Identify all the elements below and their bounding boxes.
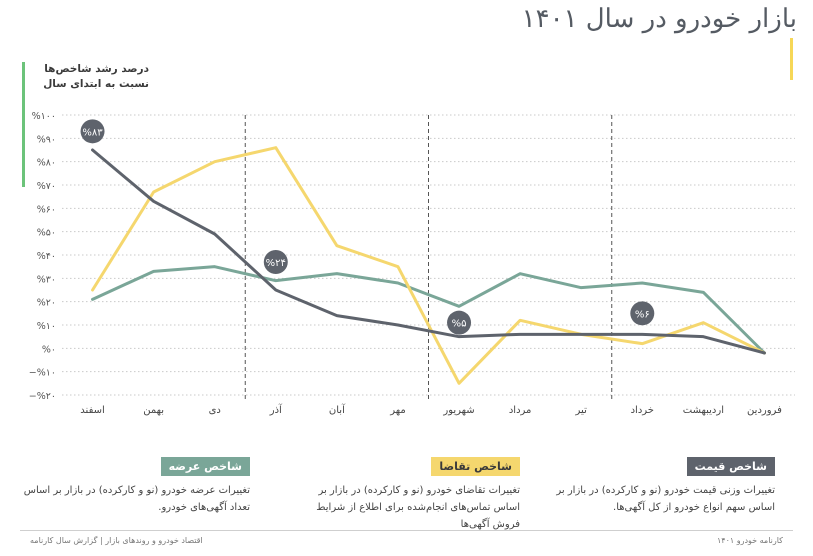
x-tick-label: آبان: [329, 403, 346, 416]
y-tick-label: %۷۰: [37, 181, 56, 192]
annotation-label: %۸۳: [82, 127, 103, 138]
supply-card: شاخص عرضه تغییرات عرضه خودرو (نو و کارکر…: [20, 455, 250, 516]
line-chart: −%۲۰ −%۱۰ %۰ %۱۰ %۲۰ %۳۰ %۴۰ %۵۰ %۶۰ %۷۰ %۸۰ %۹۰ %۱۰…: [29, 111, 795, 416]
annotation-label: %۲۴: [266, 258, 286, 269]
annotation-bubble: [263, 250, 288, 274]
title-accent-bar: [790, 38, 793, 80]
price-badge: شاخص قیمت: [686, 457, 775, 476]
x-tick-label: فروردین: [747, 405, 782, 416]
chart-title: بازار خودرو در سال ۱۴۰۱: [521, 4, 797, 34]
demand-badge: شاخص تقاضا: [431, 457, 520, 476]
y-tick-label: %۴۰: [37, 251, 56, 262]
footer-left-text: اقتصاد خودرو و روندهای بازار | گزارش سال…: [30, 536, 203, 545]
x-tick-label: اردیبهشت: [683, 405, 724, 416]
y-tick-label: −%۱۰: [29, 368, 56, 379]
demand-description: تغییرات تقاضای خودرو (نو و کارکرده) در ب…: [316, 485, 520, 530]
price-card: شاخص قیمت تغییرات وزنی قیمت خودرو (نو و …: [545, 455, 775, 516]
y-tick-label: %۶۰: [37, 204, 56, 215]
subtitle-line-1: درصد رشد شاخص‌ها: [44, 63, 149, 75]
y-tick-label: %۳۰: [37, 274, 56, 285]
annotation-label: %۵: [452, 319, 467, 330]
series-line: [91, 265, 766, 355]
y-tick-label: %۹۰: [37, 134, 56, 145]
x-tick-label: تیر: [575, 405, 588, 416]
x-tick-label: دی: [209, 405, 221, 416]
footer-divider: [20, 530, 793, 531]
supply-badge: شاخص عرضه: [160, 457, 250, 476]
x-tick-label: آذر: [269, 403, 283, 416]
annotation-label: %۶: [635, 309, 650, 320]
x-tick-label: شهریور: [442, 405, 474, 416]
annotation-bubble: [447, 310, 472, 335]
y-tick-label: %۵۰: [37, 228, 56, 239]
chart-subtitle: درصد رشد شاخص‌ها نسبت به ابتدای سال: [39, 62, 149, 92]
y-tick-label: %۱۰: [37, 321, 56, 332]
annotation-bubble: [630, 301, 655, 326]
y-tick-label: %۰: [42, 344, 56, 355]
annotation-bubble: [80, 119, 105, 144]
x-tick-label: اسفند: [80, 405, 104, 416]
x-tick-label: مرداد: [509, 405, 532, 416]
y-tick-label: %۱۰۰: [32, 111, 56, 122]
footer-right-text: کارنامه خودرو ۱۴۰۱: [717, 536, 783, 545]
supply-description: تغییرات عرضه خودرو (نو و کارکرده) در باز…: [23, 485, 250, 513]
price-description: تغییرات وزنی قیمت خودرو (نو و کارکرده) د…: [556, 485, 775, 513]
x-tick-label: بهمن: [143, 405, 164, 416]
subtitle-accent-bar: درصد رشد شاخص‌ها نسبت به ابتدای سال: [22, 62, 149, 187]
demand-card: شاخص تقاضا تغییرات تقاضای خودرو (نو و کا…: [290, 455, 520, 533]
y-tick-label: −%۲۰: [29, 391, 56, 402]
series-line: [91, 146, 766, 385]
x-tick-label: خرداد: [631, 405, 654, 416]
x-tick-label: مهر: [389, 405, 405, 416]
series-line: [91, 148, 766, 355]
y-tick-label: %۸۰: [37, 158, 56, 169]
subtitle-line-2: نسبت به ابتدای سال: [43, 78, 149, 90]
y-tick-label: %۲۰: [37, 298, 56, 309]
